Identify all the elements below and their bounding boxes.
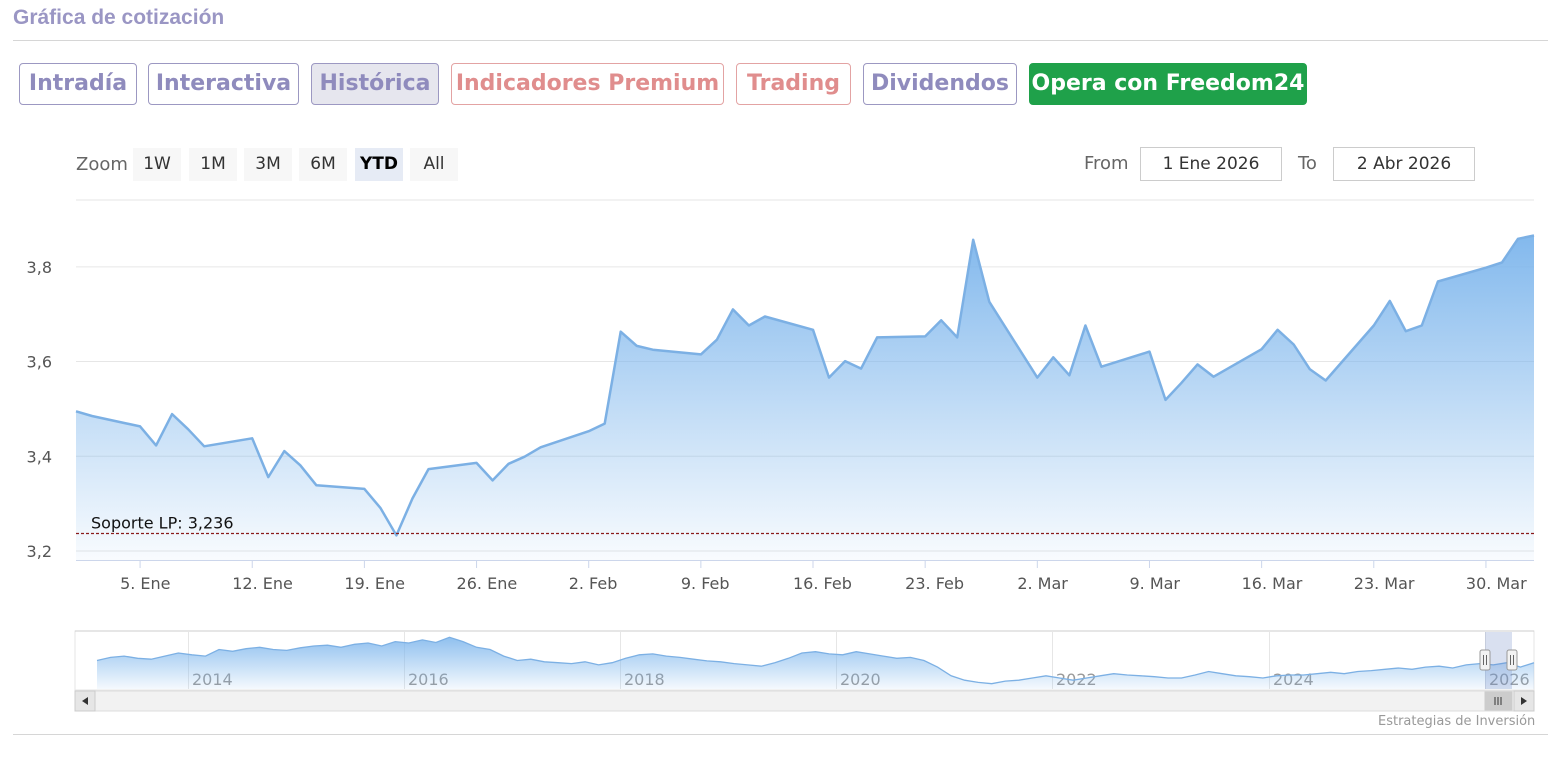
scroll-left-button[interactable] [74,690,96,712]
chevron-left-icon [82,697,88,705]
price-line [75,234,1535,537]
range-to-label: To [1298,153,1317,174]
x-tick-label: 12. Ene [232,574,293,593]
y-tick-label: 3,6 [27,353,52,372]
x-tick-label: 5. Ene [120,574,170,593]
tab-dividendos[interactable]: Dividendos [863,63,1017,105]
price-area [76,235,1534,560]
header-divider [13,40,1548,41]
x-tick-label: 23. Feb [905,574,964,593]
footer-divider [13,734,1548,735]
x-tick-label: 2. Feb [569,574,618,593]
support-label: Soporte LP: 3,236 [91,513,234,532]
x-tick-label: 16. Mar [1242,574,1303,593]
y-tick-label: 3,8 [27,258,52,277]
scrollbar-track [74,690,1535,712]
tab-interactiva[interactable]: Interactiva [148,63,299,105]
navigator-handle-right[interactable] [1506,649,1518,671]
x-tick-label: 26. Ene [457,574,518,593]
zoom-1m-button[interactable]: 1M [189,148,237,181]
range-to-input[interactable]: 2 Abr 2026 [1333,147,1475,181]
tab-trading[interactable]: Trading [736,63,851,105]
scroll-right-button[interactable] [1513,690,1535,712]
handle-body [1506,649,1518,671]
tab-intradia[interactable]: Intradía [19,63,137,105]
chart-credit: Estrategias de Inversión [1378,714,1536,729]
zoom-all-button[interactable]: All [410,148,458,181]
freedom24-button[interactable]: Opera con Freedom24 [1029,63,1307,105]
zoom-1w-button[interactable]: 1W [133,148,181,181]
x-tick-label: 9. Feb [681,574,730,593]
chevron-right-icon [1521,697,1527,705]
range-from-label: From [1084,153,1129,174]
x-tick-label: 9. Mar [1129,574,1180,593]
navigator-line [96,636,1535,685]
navigator-area [97,637,1534,689]
zoom-3m-button[interactable]: 3M [244,148,292,181]
zoom-6m-button[interactable]: 6M [299,148,347,181]
zoom-ytd-button[interactable]: YTD [355,148,403,181]
handle-body [1479,649,1491,671]
navigator-handle-left[interactable] [1479,649,1491,671]
range-from-input[interactable]: 1 Ene 2026 [1140,147,1282,181]
x-tick-label: 19. Ene [344,574,405,593]
page-title: Gráfica de cotización [13,6,225,29]
navigator-scrollbar [74,690,1535,712]
tab-historica[interactable]: Histórica [311,63,439,105]
zoom-label: Zoom [76,154,128,175]
x-tick-label: 2. Mar [1017,574,1068,593]
scrollbar-thumb[interactable] [1484,691,1513,711]
x-tick-label: 23. Mar [1354,574,1415,593]
y-tick-label: 3,2 [27,542,52,561]
tab-indicadores-premium[interactable]: Indicadores Premium [451,63,724,105]
x-tick-label: 30. Mar [1466,574,1527,593]
y-tick-label: 3,4 [27,447,52,466]
x-tick-label: 16. Feb [793,574,852,593]
